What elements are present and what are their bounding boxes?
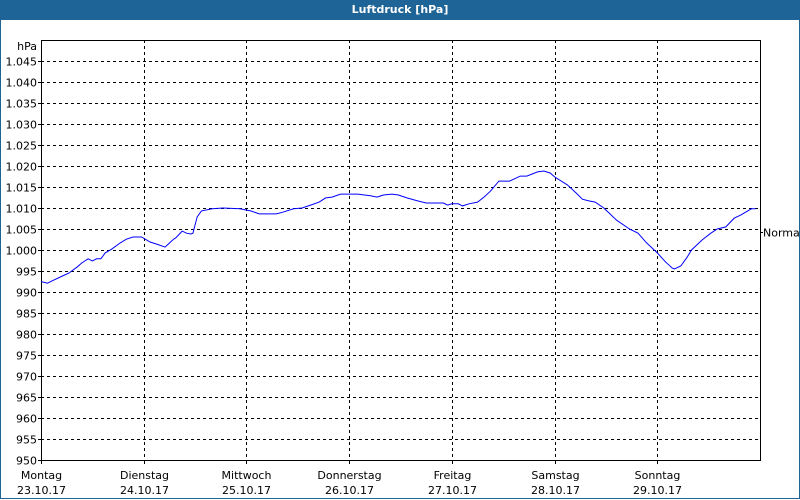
x-tick-weekday: Freitag: [434, 469, 472, 482]
plot-border: [41, 40, 761, 461]
y-tick-label: 1.000: [6, 245, 38, 258]
y-tick-label: 1.040: [6, 77, 38, 90]
y-tick-label: 970: [16, 371, 37, 384]
y-axis-unit-label: hPa: [17, 40, 37, 53]
x-tick-weekday: Dienstag: [120, 469, 169, 482]
y-tick-label: 1.025: [6, 140, 38, 153]
y-tick-label: 955: [16, 434, 37, 447]
grid: [41, 40, 760, 460]
x-tick-weekday: Samstag: [531, 469, 579, 482]
y-tick-label: 1.010: [6, 203, 38, 216]
chart-title: Luftdruck [hPa]: [0, 0, 800, 20]
y-tick-label: 965: [16, 392, 37, 405]
x-tick-date: 27.10.17: [428, 484, 477, 497]
y-tick-label: 1.045: [6, 56, 38, 69]
x-tick-labels: Montag 23.10.17 Dienstag 24.10.17 Mittwoch 25…: [17, 469, 682, 497]
x-tick-weekday: Mittwoch: [222, 469, 272, 482]
x-tick-date: 24.10.17: [120, 484, 169, 497]
y-tick-label: 990: [16, 287, 37, 300]
y-tick-label: 975: [16, 350, 37, 363]
y-tick-label: 1.020: [6, 161, 38, 174]
y-tick-label: 985: [16, 308, 37, 321]
x-tick-weekday: Sonntag: [635, 469, 681, 482]
normal-reference-label: Normal: [763, 227, 800, 240]
y-tick-label: 1.030: [6, 119, 38, 132]
y-tick-label: 1.035: [6, 98, 38, 111]
x-tick-date: 25.10.17: [222, 484, 271, 497]
axes: [38, 40, 763, 464]
x-tick-weekday: Montag: [21, 469, 62, 482]
y-tick-label: 950: [16, 455, 37, 468]
x-tick-date: 29.10.17: [633, 484, 682, 497]
y-tick-labels: 950 955 960 965 970 975 980 985 990 995 1.000 1.005…: [6, 56, 38, 468]
series-layer: [40, 170, 756, 284]
x-tick-date: 28.10.17: [531, 484, 580, 497]
y-tick-label: 980: [16, 329, 37, 342]
x-tick-date: 26.10.17: [325, 484, 374, 497]
pressure-line: [40, 170, 756, 284]
x-tick-weekday: Donnerstag: [317, 469, 381, 482]
x-tick-date: 23.10.17: [17, 484, 66, 497]
y-tick-label: 960: [16, 413, 37, 426]
y-tick-label: 1.005: [6, 224, 38, 237]
y-tick-label: 1.015: [6, 182, 38, 195]
y-tick-label: 995: [16, 266, 37, 279]
